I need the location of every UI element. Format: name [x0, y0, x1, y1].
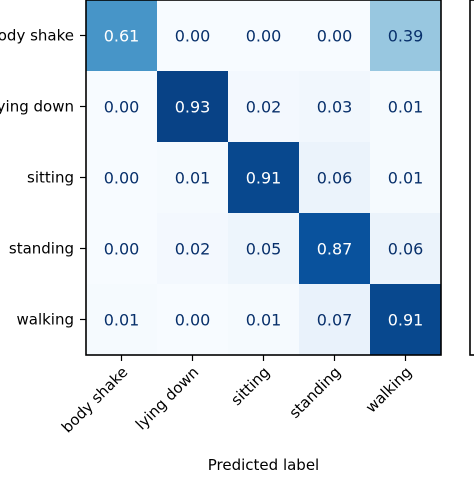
cell-value-label: 0.06	[317, 169, 353, 188]
heatmap-cell	[86, 284, 158, 356]
heatmap-cell	[299, 71, 371, 143]
cell-value-labels: 0.61 0.00 0.00 0.00 0.39 0.00 0.93 0.02 0.03 0.01…	[104, 27, 424, 330]
x-tick-label: standing	[286, 363, 345, 422]
heatmap-cell	[370, 213, 442, 285]
y-tick-label: standing	[9, 240, 74, 258]
heatmap-cell	[228, 213, 300, 285]
heatmap-cell	[228, 71, 300, 143]
x-axis-label: Predicted label	[208, 456, 319, 474]
cell-value-label: 0.91	[246, 169, 282, 188]
y-tick-label: body shake	[0, 27, 74, 45]
cell-value-label: 0.07	[317, 311, 353, 330]
heatmap-cell	[228, 142, 300, 214]
x-tick-label: walking	[362, 363, 415, 416]
cell-value-label: 0.00	[175, 27, 211, 46]
cell-value-label: 0.01	[104, 311, 140, 330]
cell-value-label: 0.01	[175, 169, 211, 188]
cell-value-label: 0.01	[246, 311, 282, 330]
heatmap-cell	[370, 284, 442, 356]
heatmap-cell	[86, 0, 158, 72]
cell-value-label: 0.00	[246, 27, 282, 46]
colorbar	[469, 0, 474, 356]
cell-value-label: 0.02	[175, 240, 211, 259]
y-tick-label: sitting	[27, 169, 74, 187]
heatmap-cell	[228, 284, 300, 356]
cell-value-label: 0.05	[246, 240, 282, 259]
y-axis-ticks: body shake lying down sitting standing walki…	[0, 27, 86, 329]
cell-value-label: 0.06	[388, 240, 424, 259]
cell-value-label: 0.93	[175, 98, 211, 117]
cell-value-label: 0.39	[388, 27, 424, 46]
cell-value-label: 0.00	[104, 98, 140, 117]
heatmap-cell	[86, 213, 158, 285]
y-tick-label: lying down	[0, 98, 74, 116]
heatmap-cell	[370, 0, 442, 72]
heatmap-cell	[299, 142, 371, 214]
cell-value-label: 0.00	[175, 311, 211, 330]
cell-value-label: 0.02	[246, 98, 282, 117]
cell-value-label: 0.61	[104, 27, 140, 46]
heatmap-cell	[157, 71, 229, 143]
heatmap-cell	[157, 0, 229, 72]
heatmap-cell	[370, 142, 442, 214]
heatmap-cell	[299, 284, 371, 356]
x-tick-label: body shake	[58, 363, 131, 436]
cell-value-label: 0.03	[317, 98, 353, 117]
heatmap-cell	[157, 142, 229, 214]
heatmap-cell	[370, 71, 442, 143]
x-tick-label: sitting	[227, 363, 273, 409]
heatmap-cell	[86, 71, 158, 143]
heatmap-cell	[299, 0, 371, 72]
cell-value-label: 0.00	[317, 27, 353, 46]
cell-value-label: 0.87	[317, 240, 353, 259]
heatmap-cell	[157, 213, 229, 285]
cell-value-label: 0.00	[104, 240, 140, 259]
heatmap-cells	[86, 0, 442, 356]
cell-value-label: 0.91	[388, 311, 424, 330]
heatmap-cell	[299, 213, 371, 285]
y-tick-label: walking	[16, 311, 74, 329]
x-axis-ticks: body shake lying down sitting standing walki…	[58, 355, 415, 436]
cell-value-label: 0.01	[388, 98, 424, 117]
x-tick-label: lying down	[132, 363, 202, 433]
cell-value-label: 0.01	[388, 169, 424, 188]
heatmap-cell	[228, 0, 300, 72]
heatmap-cell	[157, 284, 229, 356]
heatmap-cell	[86, 142, 158, 214]
cell-value-label: 0.00	[104, 169, 140, 188]
